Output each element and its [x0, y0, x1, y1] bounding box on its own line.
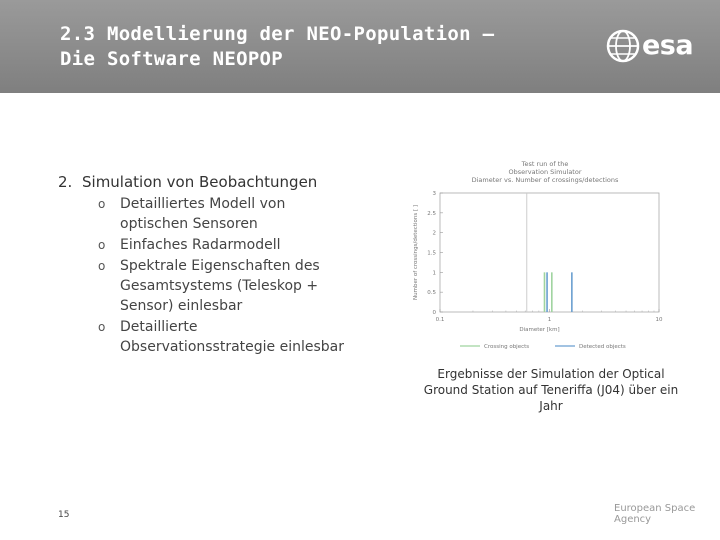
chart-title-line: Observation Simulator	[508, 168, 581, 176]
sub-bullet-list: o Detailliertes Modell von optischen Senso…	[58, 194, 388, 357]
slide-title: 2.3 Modellierung der NEO-Population – Di…	[60, 22, 580, 72]
chart-figure: Test run of the Observation Simulator Diam…	[405, 158, 673, 358]
bullet-marker: o	[98, 320, 106, 334]
esa-logo-text: esa	[642, 30, 694, 61]
x-tick-label: 10	[656, 317, 663, 323]
sub-bullet-line: Einfaches Radarmodell	[120, 237, 281, 253]
item-number: 2.	[58, 173, 73, 191]
x-axis-label: Diameter [km]	[519, 327, 559, 333]
bullet-marker: o	[98, 259, 106, 273]
sub-bullet-line: Spektrale Eigenschaften des	[120, 258, 320, 274]
esa-logo: esa	[606, 29, 694, 63]
x-tick-label: 1	[548, 317, 552, 323]
y-tick-label: 2.5	[427, 211, 436, 217]
y-tick-label: 0.5	[427, 290, 436, 296]
sub-bullet-line: Gesamtsystems (Teleskop +	[120, 278, 319, 294]
slide-title-line-1: 2.3 Modellierung der NEO-Population –	[60, 23, 495, 45]
legend-label: Detected objects	[579, 344, 626, 350]
slide-header: 2.3 Modellierung der NEO-Population – Di…	[0, 0, 720, 93]
y-axis-label: Number of crossings/detections [ ]	[413, 205, 419, 300]
chart-title-line: Diameter vs. Number of crossings/detecti…	[472, 176, 619, 184]
esa-globe-icon	[606, 29, 640, 63]
sub-bullet-line: Detaillierte	[120, 319, 198, 335]
sub-bullet-item: o Einfaches Radarmodell	[58, 235, 388, 255]
plot-frame	[439, 192, 660, 313]
sub-bullet-item: o Spektrale Eigenschaften des Gesamtsystem…	[58, 256, 388, 316]
sub-bullet-line: Observationsstrategie einlesbar	[120, 339, 344, 355]
y-tick-label: 1.5	[427, 251, 436, 257]
legend-label: Crossing objects	[484, 344, 529, 350]
page-number: 15	[58, 510, 70, 520]
sub-bullet-line: optischen Sensoren	[120, 216, 258, 232]
y-tick-label: 0	[433, 310, 437, 316]
sub-bullet-line: Detailliertes Modell von	[120, 196, 286, 212]
footer-agency-name: European Space Agency	[614, 503, 696, 525]
sub-bullet-item: o Detaillierte Observationsstrategie einle…	[58, 317, 388, 357]
chart-title-line: Test run of the	[521, 160, 569, 168]
y-tick-label: 1	[433, 270, 437, 276]
y-tick-label: 3	[433, 191, 437, 197]
sub-bullet-line: Sensor) einlesbar	[120, 298, 243, 314]
y-tick-label: 2	[433, 231, 437, 237]
numbered-item: 2. Simulation von Beobachtungen	[58, 172, 388, 192]
slide-title-line-2: Die Software NEOPOP	[60, 48, 284, 70]
bullet-marker: o	[98, 238, 106, 252]
bullet-marker: o	[98, 197, 106, 211]
x-tick-label: 0.1	[436, 317, 445, 323]
figure-caption: Ergebnisse der Simulation der Optical Gr…	[423, 367, 679, 413]
slide-body: 2. Simulation von Beobachtungen o Detailli…	[58, 172, 388, 358]
sub-bullet-item: o Detailliertes Modell von optischen Senso…	[58, 194, 388, 234]
item-text: Simulation von Beobachtungen	[82, 173, 318, 191]
